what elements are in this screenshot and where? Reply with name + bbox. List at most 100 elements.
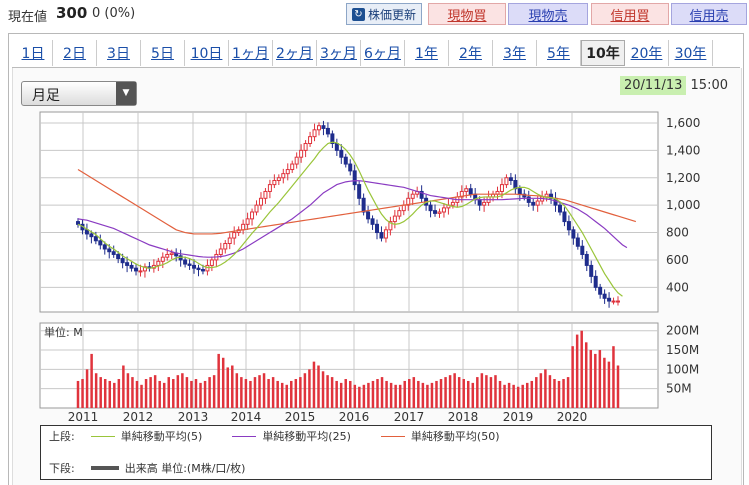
spot-sell-button[interactable]: 現物売 [508,3,588,25]
volume-bar [480,373,484,408]
tab-period-3[interactable]: 5日 [141,40,185,66]
x-tick-label: 2012 [123,410,154,424]
volume-bar [539,373,543,408]
volume-bar [280,382,284,408]
candle-body [383,229,388,239]
volume-unit-label: 単位: M [44,325,83,339]
volume-bar [108,380,112,408]
candle-body [125,262,130,266]
spot-buy-button[interactable]: 現物買 [428,3,506,25]
refresh-price-button[interactable]: ↻ 株価更新 [346,3,422,25]
price-tick-label: 800 [666,226,689,240]
volume-bar [385,380,388,408]
candle-body [339,149,344,158]
tab-period-14[interactable]: 20年 [625,40,669,66]
volume-bar [398,384,402,408]
volume-bar [85,369,89,408]
volume-bar [194,379,198,408]
volume-bar [99,377,102,408]
tab-period-0[interactable]: 1日 [14,40,53,66]
tab-period-7[interactable]: 3ヶ月 [317,40,361,66]
candle-body [245,218,250,225]
volume-bar [476,377,479,408]
candle-body [482,201,487,206]
volume-bar [566,377,570,408]
tab-period-4[interactable]: 10日 [185,40,229,66]
candle-body [549,193,554,199]
price-tick-label: 1,200 [666,171,700,185]
tab-period-8[interactable]: 6ヶ月 [361,40,405,66]
candle-body [142,266,147,272]
tab-period-15[interactable]: 30年 [669,40,713,66]
volume-bar [507,382,511,408]
candle-body [616,300,620,303]
volume-bar [435,380,438,408]
candle-body [517,188,522,195]
volume-bar [371,380,375,408]
ma5-line [77,141,623,297]
candle-body [138,270,143,273]
candle-body [392,215,397,223]
candle-body [526,196,531,203]
candle-body [156,260,161,266]
margin-buy-button[interactable]: 信用買 [591,3,669,25]
volume-bar [176,375,180,408]
tab-period-1[interactable]: 2日 [53,40,97,66]
interval-select[interactable]: 月足 ▼ [21,81,137,106]
price-tick-label: 1,600 [666,116,700,130]
volume-bar [489,377,493,408]
candle-body [192,264,197,269]
tab-period-9[interactable]: 1年 [405,40,449,66]
candle-body [361,197,366,213]
legend-ma5-swatch [90,435,115,437]
tab-period-12[interactable]: 5年 [537,40,581,66]
candle-body [76,221,80,225]
legend-ma25-swatch [232,435,257,437]
volume-bar [226,367,229,408]
candle-body [575,237,580,247]
volume-bar [167,377,171,408]
price-label: 現在値 [8,10,48,25]
volume-bar [530,380,534,408]
volume-bar [548,375,552,408]
tab-period-2[interactable]: 3日 [97,40,141,66]
volume-bar [408,379,411,408]
top-bar: 現在値 300 0 (0%) ↻ 株価更新 現物買 現物売 信用買 信用売 [0,0,749,30]
candle-body [205,264,210,272]
volume-bar [153,375,157,408]
margin-sell-button[interactable]: 信用売 [671,3,747,25]
legend-volume-swatch [90,466,119,470]
tab-period-5[interactable]: 1ヶ月 [229,40,273,66]
volume-bar [512,384,515,408]
x-tick-label: 2014 [231,410,262,424]
volume-bar [244,379,248,408]
volume-bar [358,386,361,408]
price-tick-label: 1,000 [666,198,700,212]
tab-period-6[interactable]: 2ヶ月 [273,40,317,66]
volume-bar [94,373,98,408]
candle-body [562,211,567,223]
tab-period-10[interactable]: 2年 [449,40,493,66]
volume-bar [144,379,148,408]
tab-period-11[interactable]: 3年 [493,40,537,66]
volume-bar [498,380,502,408]
volume-bar [562,379,565,408]
candle-body [504,177,509,186]
candle-body [120,258,125,264]
candle-body [290,163,295,171]
volume-bar [212,375,216,408]
candle-body [227,237,232,245]
volume-bar [485,375,488,408]
volume-bar [231,365,234,408]
candle-body [557,204,562,213]
volume-bar [208,377,211,408]
x-tick-label: 2020 [557,410,588,424]
legend-ma50: 単純移動平均(50) [380,428,500,444]
chart-legend: 上段: 単純移動平均(5) 単純移動平均(25) 単純移動平均(50) 下段: … [40,425,712,480]
candle-body [379,232,384,239]
volume-bar [158,380,161,408]
volume-bar [172,379,175,408]
tab-period-13[interactable]: 10年 [581,40,625,66]
volume-bar [126,373,130,408]
candle-body [241,223,246,231]
